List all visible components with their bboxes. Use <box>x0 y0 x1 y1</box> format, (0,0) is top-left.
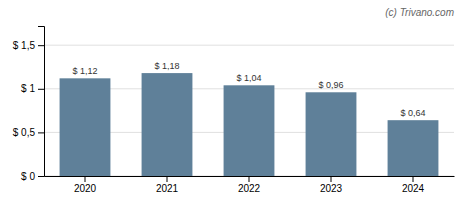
data-label: $ 1,04 <box>236 73 261 83</box>
bar <box>224 85 275 176</box>
y-tick: $ 0 <box>21 171 44 182</box>
data-label: $ 0,64 <box>400 108 425 118</box>
data-labels: $ 1,12 $ 1,18 $ 1,04 $ 0,96 $ 0,64 <box>72 61 425 118</box>
bar <box>60 78 111 176</box>
data-label: $ 1,18 <box>154 61 179 71</box>
x-tick: 2021 <box>156 176 179 194</box>
plot: 2020 2021 2022 2023 2024 $ 0 $ 0,5 $ 1 $ 1,5 $ 1,… <box>13 27 455 195</box>
x-tick-label: 2024 <box>402 183 425 194</box>
chart-svg: 2020 2021 2022 2023 2024 $ 0 $ 0,5 $ 1 $ 1,5 $ 1,… <box>0 0 470 200</box>
y-tick-mark <box>38 176 44 177</box>
data-label: $ 1,12 <box>72 66 97 76</box>
x-tick: 2020 <box>74 176 97 194</box>
x-tick-label: 2023 <box>320 183 343 194</box>
bars <box>60 73 439 176</box>
bar <box>388 120 439 176</box>
annotation: (c) Trivano.com <box>385 7 454 18</box>
bar <box>306 92 357 176</box>
grid-line <box>44 45 454 46</box>
x-tick-label: 2022 <box>238 183 261 194</box>
x-tick: 2022 <box>238 176 261 194</box>
y-axis: $ 0 $ 0,5 $ 1 $ 1,5 <box>13 27 45 182</box>
y-tick-mark <box>38 89 44 90</box>
chart-container: 2020 2021 2022 2023 2024 $ 0 $ 0,5 $ 1 $ 1,5 $ 1,… <box>0 0 470 200</box>
x-axis: 2020 2021 2022 2023 2024 <box>45 176 455 194</box>
x-tick-mark <box>249 176 250 182</box>
x-tick-label: 2021 <box>156 183 179 194</box>
data-label: $ 0,96 <box>318 80 343 90</box>
y-tick-mark <box>38 45 44 46</box>
y-tick-label: $ 0 <box>21 171 35 182</box>
y-tick-label: $ 0,5 <box>13 127 36 138</box>
x-tick-label: 2020 <box>74 183 97 194</box>
y-tick-label: $ 1 <box>21 83 35 94</box>
y-tick: $ 1 <box>21 83 44 94</box>
x-tick-mark <box>167 176 168 182</box>
y-axis-line <box>38 27 45 177</box>
x-tick-mark <box>413 176 414 182</box>
y-tick: $ 1,5 <box>13 40 44 51</box>
y-tick-label: $ 1,5 <box>13 40 36 51</box>
grid <box>44 45 454 176</box>
x-tick: 2024 <box>402 176 425 194</box>
x-tick: 2023 <box>320 176 343 194</box>
y-tick: $ 0,5 <box>13 127 44 138</box>
x-tick-mark <box>331 176 332 182</box>
y-tick-mark <box>38 132 44 133</box>
bar <box>142 73 193 176</box>
x-tick-mark <box>85 176 86 182</box>
